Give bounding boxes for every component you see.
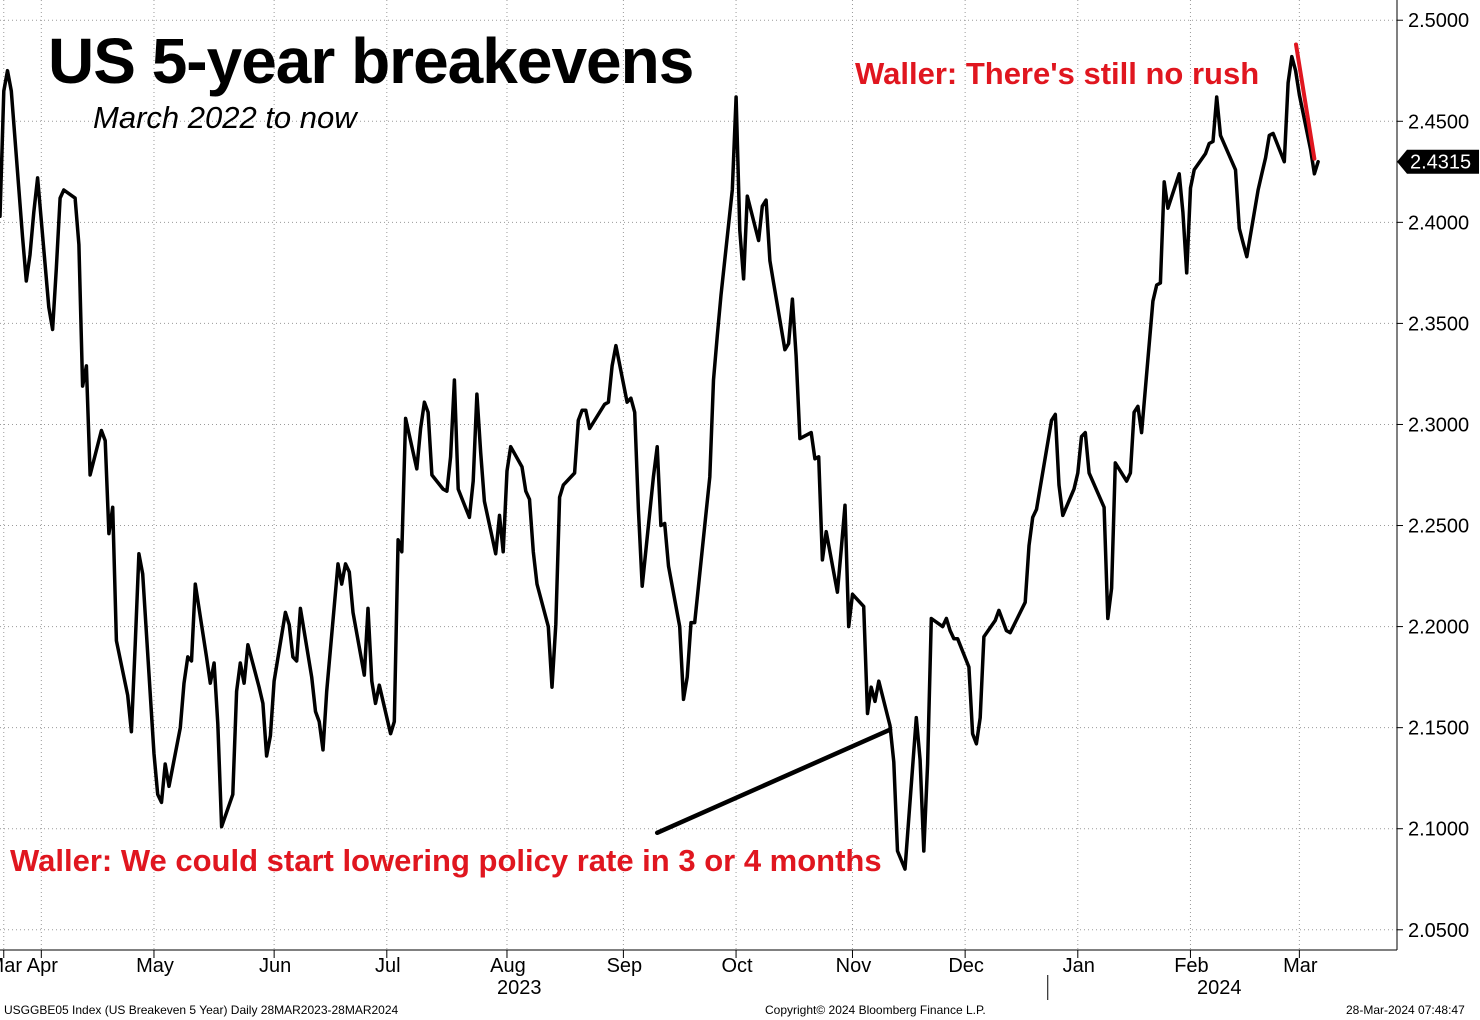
- last-value-marker: 2.4315: [1397, 149, 1479, 174]
- x-tick-label: Apr: [27, 955, 58, 977]
- y-tick-label: 2.2000: [1408, 617, 1469, 639]
- x-tick-label: Feb: [1174, 955, 1208, 977]
- footer-copyright: Copyright© 2024 Bloomberg Finance L.P.: [765, 1003, 986, 1017]
- x-tick-label: Jan: [1063, 955, 1095, 977]
- y-tick-label: 2.3500: [1408, 313, 1469, 335]
- y-axis: 2.0500 2.1000 2.1500 2.2000 2.2500 2.3000 2.35…: [1396, 0, 1469, 950]
- annotation-bottom: Waller: We could start lowering policy r…: [10, 843, 882, 878]
- last-value-box: [1397, 149, 1479, 174]
- x-tick-label: Sep: [607, 955, 643, 977]
- annotation-top: Waller: There's still no rush: [855, 56, 1260, 91]
- y-tick-label: 2.3000: [1408, 414, 1469, 436]
- x-tick-label: Mar: [1283, 955, 1318, 977]
- x-tick-label: Jul: [375, 955, 401, 977]
- y-tick-label: 2.1500: [1408, 718, 1469, 740]
- last-value-label: 2.4315: [1410, 152, 1471, 174]
- annotation-top-line: [1294, 42, 1317, 161]
- annotation-bottom-line: [654, 727, 893, 836]
- chart-grid: [0, 0, 1397, 950]
- y-tick-label: 2.1000: [1408, 819, 1469, 841]
- x-tick-label: Aug: [490, 955, 526, 977]
- chart-subtitle: March 2022 to now: [93, 100, 357, 135]
- footer-source: USGGBE05 Index (US Breakeven 5 Year) Dai…: [4, 1003, 399, 1017]
- x-axis: MarAprMayJunJulAugSepOctNovDecJanFebMar: [0, 949, 1397, 1000]
- year-label-2023: 2023: [497, 977, 542, 999]
- series-line: [0, 54, 1320, 871]
- footer-timestamp: 28-Mar-2024 07:48:47: [1346, 1003, 1465, 1017]
- y-tick-label: 2.5000: [1408, 10, 1469, 32]
- y-tick-label: 2.4000: [1408, 212, 1469, 234]
- x-tick-label: Dec: [948, 955, 984, 977]
- annotation-lines: [654, 42, 1317, 836]
- y-tick-label: 2.0500: [1408, 920, 1469, 942]
- series: [0, 54, 1320, 871]
- y-tick-label: 2.2500: [1408, 516, 1469, 538]
- chart-title: US 5-year breakevens: [48, 25, 694, 97]
- x-tick-label: Jun: [259, 955, 291, 977]
- x-tick-label: Oct: [721, 955, 753, 977]
- year-label-2024: 2024: [1197, 977, 1242, 999]
- x-tick-label: Nov: [836, 955, 872, 977]
- x-tick-label: May: [136, 955, 174, 977]
- x-tick-label: Mar: [0, 955, 22, 977]
- y-tick-label: 2.4500: [1408, 111, 1469, 133]
